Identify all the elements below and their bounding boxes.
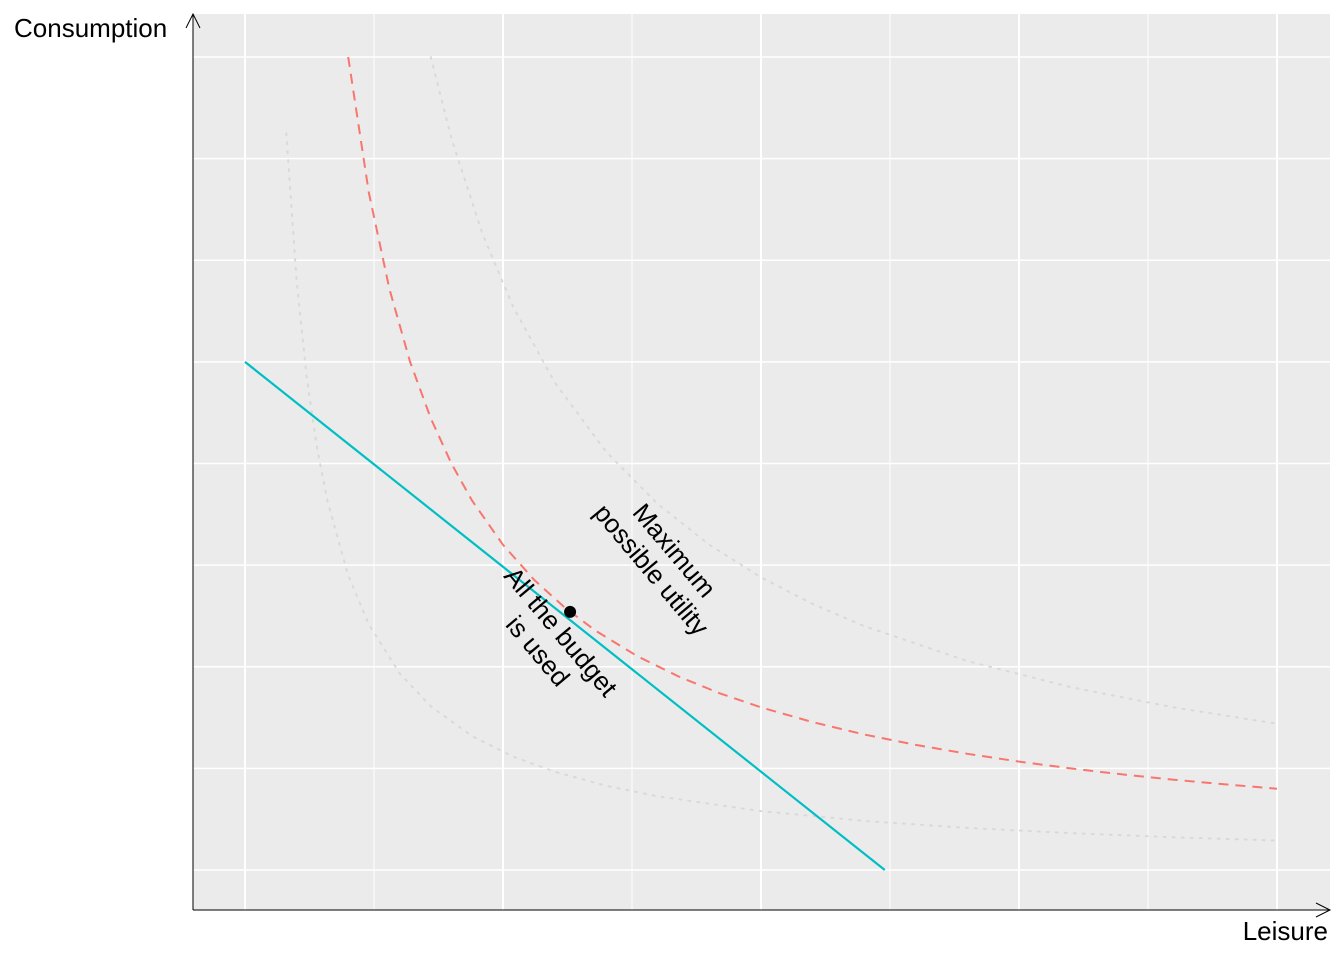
grid-minor bbox=[373, 14, 1149, 910]
y-axis-title: Consumption bbox=[14, 13, 167, 43]
optimum-point bbox=[564, 605, 577, 618]
indifference-curve-1 bbox=[285, 132, 1278, 842]
indifference-curve-2 bbox=[429, 56, 1278, 725]
optimal-indifference-curve bbox=[347, 56, 1278, 790]
other-indifference-curves bbox=[285, 56, 1278, 842]
x-axis-arrow bbox=[1315, 902, 1332, 918]
axes bbox=[185, 12, 1332, 918]
x-axis-title: Leisure bbox=[1243, 916, 1328, 946]
y-axis-arrow bbox=[185, 12, 201, 29]
budget-line bbox=[244, 361, 886, 871]
